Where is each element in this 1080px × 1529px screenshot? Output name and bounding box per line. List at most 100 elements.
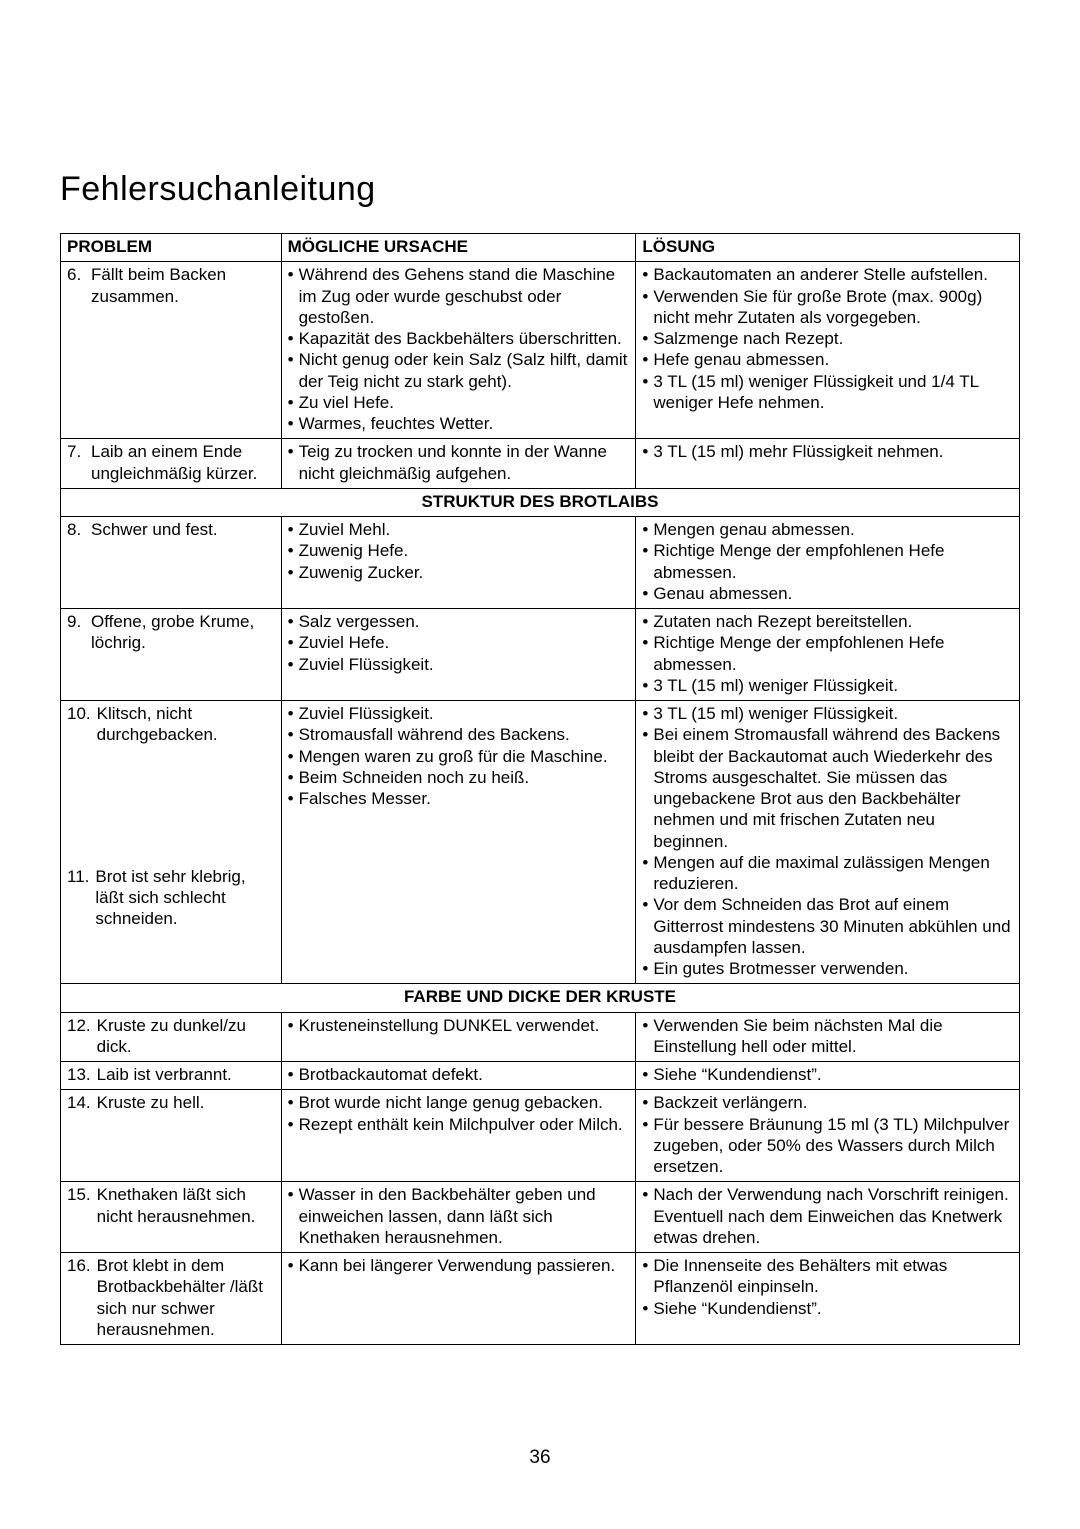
bullet-list: Siehe “Kundendienst”. xyxy=(642,1064,1013,1085)
solution-cell: Zutaten nach Rezept bereitstellen.Richti… xyxy=(636,609,1020,701)
bullet-item: Richtige Menge der empfohlenen Hefe abme… xyxy=(642,632,1013,675)
problem-text: Brot klebt in dem Brotbackbehälter /läßt… xyxy=(97,1255,275,1340)
cause-cell: Zuviel Mehl.Zuwenig Hefe.Zuwenig Zucker. xyxy=(281,517,636,609)
bullet-item: Brot wurde nicht lange genug gebacken. xyxy=(288,1092,630,1113)
problem-number: 10. xyxy=(67,703,91,746)
bullet-list: 3 TL (15 ml) mehr Flüssigkeit nehmen. xyxy=(642,441,1013,462)
bullet-item: Die Innenseite des Behälters mit etwas P… xyxy=(642,1255,1013,1298)
problem-cell: 16.Brot klebt in dem Brotbackbehälter /l… xyxy=(61,1253,282,1345)
bullet-item: Zuviel Hefe. xyxy=(288,632,630,653)
bullet-item: Warmes, feuchtes Wetter. xyxy=(288,413,630,434)
bullet-item: Salz vergessen. xyxy=(288,611,630,632)
bullet-item: Mengen waren zu groß für die Maschine. xyxy=(288,746,630,767)
table-row: 13. Laib ist verbrannt. Brotbackautomat de… xyxy=(61,1062,1020,1090)
problem-cell: 10.Klitsch, nicht durchgebacken. 11. Brot … xyxy=(61,701,282,984)
bullet-item: Bei einem Stromausfall während des Backe… xyxy=(642,724,1013,852)
problem-cell: 9.Offene, grobe Krume, löchrig. xyxy=(61,609,282,701)
bullet-list: Brot wurde nicht lange genug gebacken.Re… xyxy=(288,1092,630,1135)
bullet-item: Salzmenge nach Rezept. xyxy=(642,328,1013,349)
bullet-item: Wasser in den Backbehälter geben und ein… xyxy=(288,1184,630,1248)
bullet-item: Falsches Messer. xyxy=(288,788,630,809)
solution-cell: Backautomaten an anderer Stelle aufstell… xyxy=(636,262,1020,439)
troubleshooting-table: PROBLEM MÖGLICHE URSACHE LÖSUNG 6.Fällt … xyxy=(60,233,1020,1345)
cause-cell: Wasser in den Backbehälter geben und ein… xyxy=(281,1182,636,1253)
problem-number: 7. xyxy=(67,441,85,484)
cause-cell: Brot wurde nicht lange genug gebacken.Re… xyxy=(281,1090,636,1182)
bullet-item: 3 TL (15 ml) weniger Flüssigkeit. xyxy=(642,703,1013,724)
page-title: Fehlersuchanleitung xyxy=(60,170,1020,209)
cause-cell: Brotbackautomat defekt. xyxy=(281,1062,636,1090)
bullet-item: Zuviel Flüssigkeit. xyxy=(288,703,630,724)
solution-cell: Verwenden Sie beim nächsten Mal die Eins… xyxy=(636,1012,1020,1062)
cause-cell: Teig zu trocken und konnte in der Wanne … xyxy=(281,439,636,489)
problem-cell: 13. Laib ist verbrannt. xyxy=(61,1062,282,1090)
bullet-item: Mengen genau abmessen. xyxy=(642,519,1013,540)
table-row: 10.Klitsch, nicht durchgebacken. 11. Brot … xyxy=(61,701,1020,984)
bullet-item: Für bessere Bräunung 15 ml (3 TL) Milchp… xyxy=(642,1114,1013,1178)
bullet-list: Zuviel Flüssigkeit.Stromausfall während … xyxy=(288,703,630,809)
section-header: FARBE UND DICKE DER KRUSTE xyxy=(61,984,1020,1012)
problem-text: Offene, grobe Krume, löchrig. xyxy=(91,611,275,654)
problem-cell: 12.Kruste zu dunkel/zu dick. xyxy=(61,1012,282,1062)
bullet-item: Zu viel Hefe. xyxy=(288,392,630,413)
bullet-list: Nach der Verwendung nach Vorschrift rein… xyxy=(642,1184,1013,1248)
cause-cell: Krusteneinstellung DUNKEL verwendet. xyxy=(281,1012,636,1062)
problem-cell: 14. Kruste zu hell. xyxy=(61,1090,282,1182)
col-header-problem: PROBLEM xyxy=(61,234,282,262)
section-header-row: STRUKTUR DES BROTLAIBS xyxy=(61,488,1020,516)
bullet-item: Nicht genug oder kein Salz (Salz hilft, … xyxy=(288,349,630,392)
table-row: 16.Brot klebt in dem Brotbackbehälter /l… xyxy=(61,1253,1020,1345)
table-row: 6.Fällt beim Backen zusammen.Während des… xyxy=(61,262,1020,439)
problem-text: Kruste zu hell. xyxy=(97,1092,275,1113)
bullet-item: Brotbackautomat defekt. xyxy=(288,1064,630,1085)
page-number: 36 xyxy=(0,1447,1080,1469)
bullet-item: 3 TL (15 ml) mehr Flüssigkeit nehmen. xyxy=(642,441,1013,462)
bullet-item: Kapazität des Backbehälters überschritte… xyxy=(288,328,630,349)
bullet-item: Richtige Menge der empfohlenen Hefe abme… xyxy=(642,540,1013,583)
cause-cell: Zuviel Flüssigkeit.Stromausfall während … xyxy=(281,701,636,984)
problem-cell: 8.Schwer und fest. xyxy=(61,517,282,609)
problem-cell: 6.Fällt beim Backen zusammen. xyxy=(61,262,282,439)
problem-text: Kruste zu dunkel/zu dick. xyxy=(97,1015,275,1058)
problem-number: 6. xyxy=(67,264,85,307)
bullet-list: Wasser in den Backbehälter geben und ein… xyxy=(288,1184,630,1248)
problem-text: Brot ist sehr klebrig, läßt sich schlech… xyxy=(95,866,274,930)
solution-cell: Mengen genau abmessen.Richtige Menge der… xyxy=(636,517,1020,609)
bullet-item: Rezept enthält kein Milchpulver oder Mil… xyxy=(288,1114,630,1135)
cause-cell: Kann bei längerer Verwendung passieren. xyxy=(281,1253,636,1345)
bullet-item: Krusteneinstellung DUNKEL verwendet. xyxy=(288,1015,630,1036)
problem-text: Fällt beim Backen zusammen. xyxy=(91,264,275,307)
problem-number: 13. xyxy=(67,1064,91,1085)
bullet-item: Siehe “Kundendienst”. xyxy=(642,1298,1013,1319)
bullet-item: Genau abmessen. xyxy=(642,583,1013,604)
problem-number: 12. xyxy=(67,1015,91,1058)
table-row: 8.Schwer und fest.Zuviel Mehl.Zuwenig He… xyxy=(61,517,1020,609)
bullet-item: Zuwenig Zucker. xyxy=(288,562,630,583)
problem-number: 16. xyxy=(67,1255,91,1340)
problem-number: 11. xyxy=(67,866,89,930)
bullet-item: Hefe genau abmessen. xyxy=(642,349,1013,370)
bullet-list: Verwenden Sie beim nächsten Mal die Eins… xyxy=(642,1015,1013,1058)
bullet-item: Zuviel Mehl. xyxy=(288,519,630,540)
bullet-item: 3 TL (15 ml) weniger Flüssigkeit. xyxy=(642,675,1013,696)
bullet-list: Die Innenseite des Behälters mit etwas P… xyxy=(642,1255,1013,1319)
problem-cell: 7.Laib an einem Ende ungleichmäßig kürze… xyxy=(61,439,282,489)
bullet-list: Krusteneinstellung DUNKEL verwendet. xyxy=(288,1015,630,1036)
bullet-item: Mengen auf die maximal zulässigen Mengen… xyxy=(642,852,1013,895)
table-row: 12.Kruste zu dunkel/zu dick. Krusteneinst… xyxy=(61,1012,1020,1062)
bullet-item: Kann bei längerer Verwendung passieren. xyxy=(288,1255,630,1276)
table-header-row: PROBLEM MÖGLICHE URSACHE LÖSUNG xyxy=(61,234,1020,262)
bullet-item: Vor dem Schneiden das Brot auf einem Git… xyxy=(642,894,1013,958)
bullet-item: Verwenden Sie für große Brote (max. 900g… xyxy=(642,286,1013,329)
col-header-cause: MÖGLICHE URSACHE xyxy=(281,234,636,262)
bullet-list: Salz vergessen.Zuviel Hefe.Zuviel Flüssi… xyxy=(288,611,630,675)
problem-text: Klitsch, nicht durchgebacken. xyxy=(97,703,275,746)
problem-number: 14. xyxy=(67,1092,91,1113)
problem-text: Laib ist verbrannt. xyxy=(97,1064,275,1085)
bullet-list: Brotbackautomat defekt. xyxy=(288,1064,630,1085)
bullet-item: Stromausfall während des Backens. xyxy=(288,724,630,745)
solution-cell: Nach der Verwendung nach Vorschrift rein… xyxy=(636,1182,1020,1253)
bullet-item: Zuviel Flüssigkeit. xyxy=(288,654,630,675)
bullet-list: Zutaten nach Rezept bereitstellen.Richti… xyxy=(642,611,1013,696)
section-header-row: FARBE UND DICKE DER KRUSTE xyxy=(61,984,1020,1012)
